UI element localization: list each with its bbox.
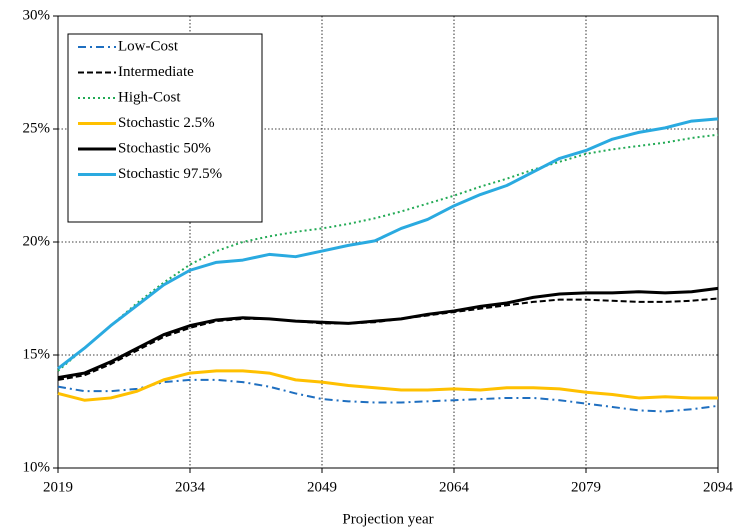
y-tick-label: 30% <box>23 7 51 23</box>
legend-label: Stochastic 2.5% <box>118 115 215 131</box>
y-tick-label: 15% <box>23 346 51 362</box>
x-tick-label: 2094 <box>703 479 734 495</box>
x-axis-label: Projection year <box>342 511 433 527</box>
x-tick-label: 2034 <box>175 479 206 495</box>
legend-label: Stochastic 97.5% <box>118 166 222 182</box>
series-line <box>57 286 719 380</box>
x-tick-label: 2019 <box>43 479 73 495</box>
x-tick-label: 2049 <box>307 479 337 495</box>
legend-label: Low-Cost <box>118 38 179 54</box>
legend-label: Stochastic 50% <box>118 140 211 156</box>
legend-label: High-Cost <box>118 89 181 105</box>
x-tick-label: 2064 <box>439 479 470 495</box>
y-tick-label: 25% <box>23 120 51 136</box>
plot-frame <box>57 15 719 469</box>
legend-label: Intermediate <box>118 64 194 80</box>
x-tick-label: 2079 <box>571 479 601 495</box>
series-line <box>57 378 719 413</box>
y-tick-label: 20% <box>23 233 51 249</box>
series-line <box>57 117 719 370</box>
series-line <box>57 369 718 402</box>
legend-box <box>67 33 263 223</box>
y-tick-label: 10% <box>23 459 51 475</box>
